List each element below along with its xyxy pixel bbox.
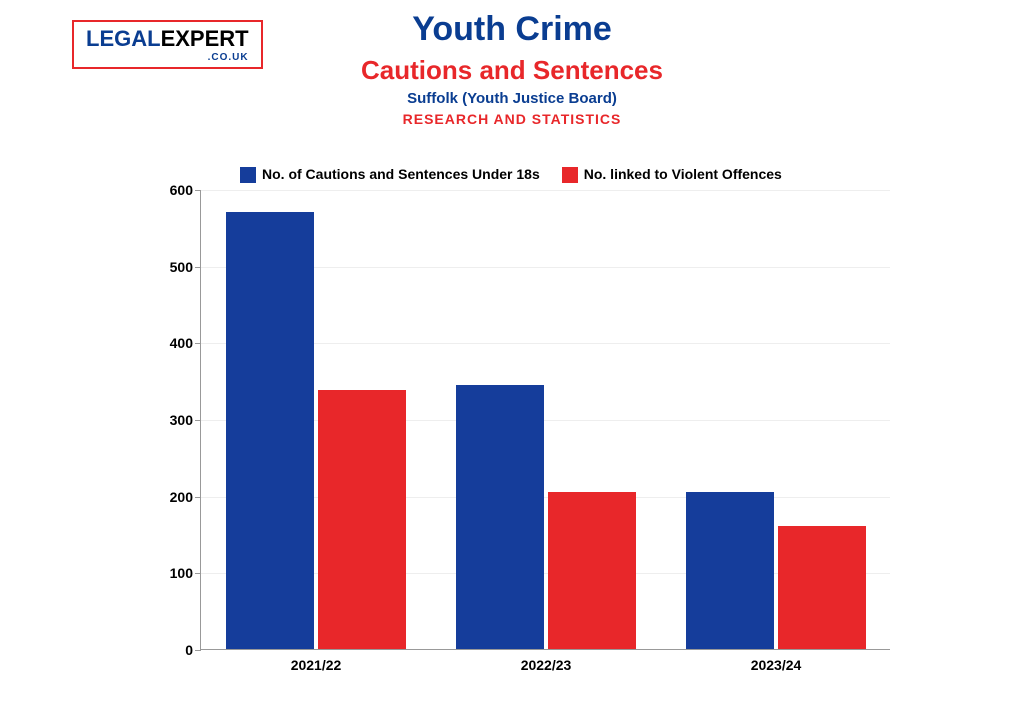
x-axis-label: 2021/22 — [291, 657, 342, 673]
chart-header: Youth Crime Cautions and Sentences Suffo… — [0, 10, 1024, 127]
legend-label-1: No. of Cautions and Sentences Under 18s — [262, 166, 540, 182]
y-axis-label: 100 — [170, 565, 193, 581]
area-label: Suffolk (Youth Justice Board) — [0, 90, 1024, 107]
research-label: RESEARCH AND STATISTICS — [0, 111, 1024, 127]
y-axis-label: 400 — [170, 335, 193, 351]
y-axis-label: 600 — [170, 182, 193, 198]
y-tick — [195, 573, 201, 574]
bar — [686, 492, 774, 649]
y-tick — [195, 343, 201, 344]
bar — [548, 492, 636, 649]
bar — [226, 212, 314, 649]
legend-swatch-1 — [240, 167, 256, 183]
y-tick — [195, 497, 201, 498]
bar — [778, 526, 866, 649]
x-axis-label: 2022/23 — [521, 657, 572, 673]
plot-area: 01002003004005006002021/222022/232023/24 — [200, 190, 890, 650]
chart: No. of Cautions and Sentences Under 18s … — [140, 170, 910, 690]
bar — [318, 390, 406, 649]
legend-label-2: No. linked to Violent Offences — [584, 166, 782, 182]
y-axis-label: 500 — [170, 259, 193, 275]
legend-item-2: No. linked to Violent Offences — [562, 166, 782, 183]
y-axis-label: 200 — [170, 489, 193, 505]
y-tick — [195, 650, 201, 651]
legend-item-1: No. of Cautions and Sentences Under 18s — [240, 166, 540, 183]
bar — [456, 385, 544, 650]
page-subtitle: Cautions and Sentences — [0, 55, 1024, 86]
y-tick — [195, 267, 201, 268]
gridline — [201, 190, 890, 191]
page-title: Youth Crime — [0, 10, 1024, 49]
x-axis-label: 2023/24 — [751, 657, 802, 673]
chart-legend: No. of Cautions and Sentences Under 18s … — [240, 166, 782, 183]
y-tick — [195, 190, 201, 191]
legend-swatch-2 — [562, 167, 578, 183]
y-axis-label: 300 — [170, 412, 193, 428]
y-axis-label: 0 — [185, 642, 193, 658]
y-tick — [195, 420, 201, 421]
